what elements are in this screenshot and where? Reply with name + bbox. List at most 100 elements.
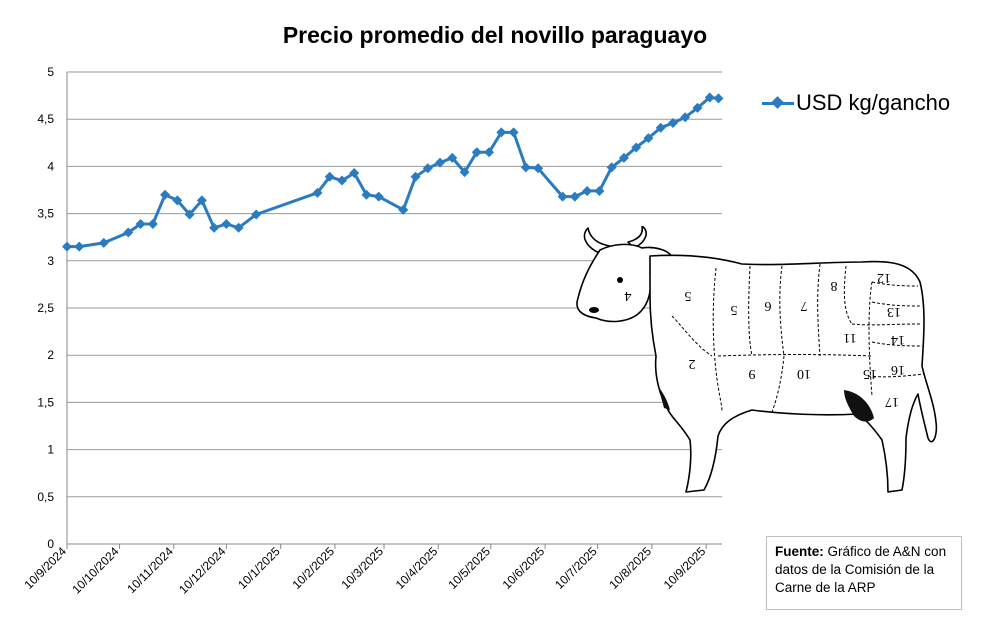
data-point bbox=[520, 162, 531, 173]
data-point bbox=[643, 133, 654, 144]
cut-number: 11 bbox=[843, 330, 856, 345]
x-axis-tick-labels: 10/9/2024 10/10/2024 10/11/2024 10/12/2024 1… bbox=[21, 544, 708, 597]
data-point bbox=[422, 163, 433, 174]
data-point bbox=[135, 218, 146, 229]
data-point bbox=[62, 241, 72, 252]
data-point bbox=[680, 112, 691, 123]
cut-number: 2 bbox=[689, 356, 696, 371]
data-point bbox=[74, 241, 85, 252]
data-point bbox=[233, 222, 244, 233]
cut-number: 13 bbox=[887, 304, 901, 319]
data-point bbox=[196, 195, 207, 206]
x-tick-label: 10/11/2024 bbox=[124, 544, 176, 596]
x-tick-label: 10/2/2025 bbox=[289, 544, 337, 592]
data-point bbox=[398, 204, 409, 215]
y-tick-label: 0 bbox=[47, 537, 54, 551]
data-point bbox=[147, 218, 158, 229]
cut-number: 12 bbox=[877, 270, 891, 285]
y-tick-label: 5 bbox=[47, 65, 54, 79]
grid-lines bbox=[67, 71, 722, 498]
data-point bbox=[459, 167, 470, 178]
series-usd-kg-gancho bbox=[62, 92, 724, 252]
data-point bbox=[508, 127, 519, 138]
data-point bbox=[123, 227, 134, 238]
cut-number: 4 bbox=[625, 288, 632, 303]
cut-number: 14 bbox=[891, 332, 905, 347]
data-point bbox=[631, 142, 642, 153]
x-tick-label: 10/5/2025 bbox=[445, 544, 493, 592]
cut-number: 6 bbox=[765, 298, 772, 313]
data-point bbox=[410, 171, 421, 182]
x-tick-label: 10/10/2024 bbox=[69, 544, 122, 597]
cut-number: 16 bbox=[891, 362, 905, 377]
data-point bbox=[582, 185, 593, 196]
data-point bbox=[618, 152, 629, 163]
y-axis-tick-labels: 0 0,5 1 1,5 2 2,5 3 3,5 4 4,5 5 bbox=[37, 65, 54, 551]
data-point bbox=[655, 122, 666, 133]
legend-swatch-icon bbox=[762, 96, 794, 109]
data-point bbox=[324, 171, 335, 182]
data-point bbox=[484, 147, 495, 158]
source-label: Fuente: bbox=[775, 544, 824, 559]
source-text: Gráfico de A&N con datos de la Comisión … bbox=[775, 544, 947, 595]
legend-label: USD kg/gancho bbox=[796, 90, 951, 115]
data-point bbox=[435, 157, 446, 168]
y-tick-label: 1 bbox=[47, 443, 54, 457]
cow-cuts-illustration: 4 5 5 6 7 8 12 2 9 10 11 13 14 15 16 17 bbox=[576, 226, 938, 493]
data-point bbox=[251, 209, 262, 220]
y-tick-label: 0,5 bbox=[37, 490, 54, 504]
data-point bbox=[496, 127, 507, 138]
data-point bbox=[692, 102, 703, 113]
data-point bbox=[373, 191, 384, 202]
data-point bbox=[209, 222, 220, 233]
x-tick-label: 10/8/2025 bbox=[606, 544, 654, 592]
x-tick-label: 10/3/2025 bbox=[338, 544, 386, 592]
data-point bbox=[361, 189, 372, 200]
data-point bbox=[349, 168, 360, 179]
data-point bbox=[336, 175, 347, 186]
data-point bbox=[569, 191, 580, 202]
y-tick-label: 2,5 bbox=[37, 301, 54, 315]
x-tick-label: 10/7/2025 bbox=[552, 544, 600, 592]
data-point bbox=[98, 237, 109, 248]
data-point bbox=[172, 195, 183, 206]
data-point bbox=[704, 92, 715, 103]
y-tick-label: 3 bbox=[47, 254, 54, 268]
data-point bbox=[184, 209, 195, 220]
x-tick-label: 10/4/2025 bbox=[393, 544, 441, 592]
y-tick-label: 4 bbox=[47, 159, 54, 173]
x-tick-label: 10/9/2025 bbox=[661, 544, 709, 592]
chart-title: Precio promedio del novillo paraguayo bbox=[282, 22, 708, 48]
data-point bbox=[606, 162, 617, 173]
x-tick-label: 10/1/2025 bbox=[235, 544, 283, 592]
cut-number: 10 bbox=[797, 366, 811, 381]
x-tick-label: 10/9/2024 bbox=[21, 544, 69, 592]
cut-number: 7 bbox=[801, 298, 808, 313]
data-point bbox=[533, 163, 544, 174]
data-point bbox=[667, 117, 678, 128]
data-point bbox=[447, 152, 458, 163]
legend: USD kg/gancho bbox=[762, 90, 950, 116]
data-point bbox=[471, 147, 482, 158]
data-point bbox=[713, 93, 724, 104]
data-point bbox=[160, 189, 171, 200]
data-point bbox=[594, 185, 605, 196]
x-tick-label: 10/6/2025 bbox=[500, 544, 548, 592]
data-point bbox=[221, 218, 232, 229]
cut-number: 15 bbox=[863, 366, 877, 381]
y-tick-label: 1,5 bbox=[37, 395, 54, 409]
data-point bbox=[312, 187, 323, 198]
cut-number: 17 bbox=[885, 394, 899, 409]
data-point bbox=[557, 191, 568, 202]
source-note: Fuente: Gráfico de A&N con datos de la C… bbox=[766, 536, 962, 610]
axes bbox=[66, 72, 722, 549]
cut-number: 5 bbox=[685, 288, 692, 303]
cut-number: 5 bbox=[731, 302, 738, 317]
y-tick-label: 4,5 bbox=[37, 112, 54, 126]
cut-number: 8 bbox=[831, 278, 838, 293]
cut-number: 9 bbox=[749, 366, 756, 381]
y-tick-label: 2 bbox=[47, 348, 54, 362]
x-tick-label: 10/12/2024 bbox=[176, 544, 229, 597]
series-line bbox=[67, 96, 719, 249]
